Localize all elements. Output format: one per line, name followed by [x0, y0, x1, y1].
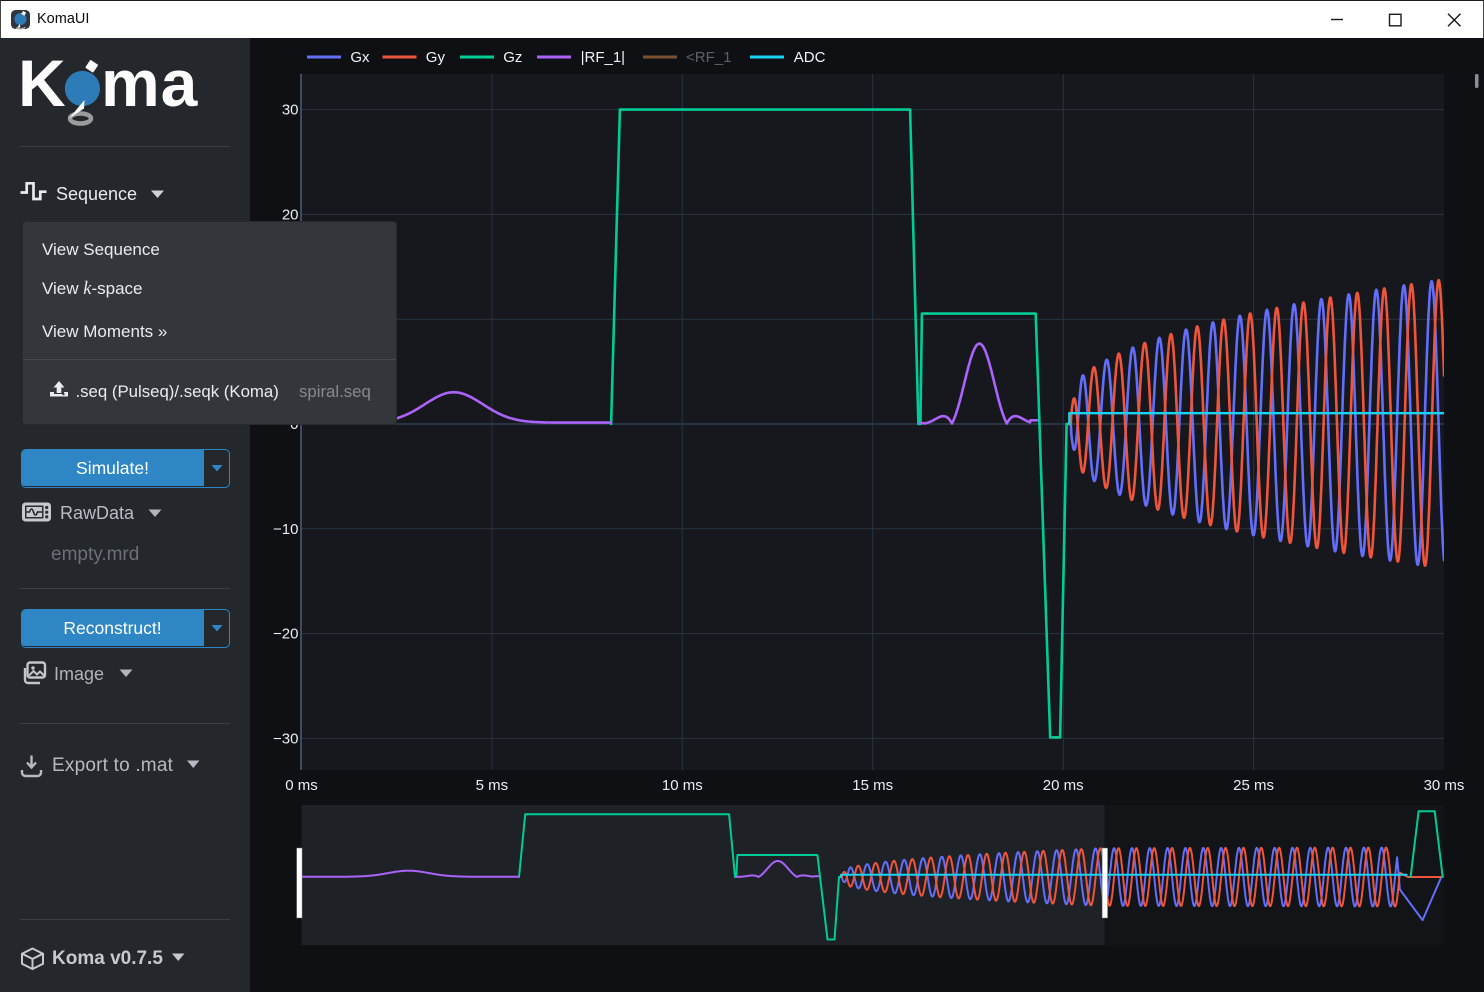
- svg-text:Gz: Gz: [503, 49, 522, 66]
- svg-text:Gy: Gy: [426, 49, 446, 66]
- svg-text:15 ms: 15 ms: [852, 777, 893, 794]
- svg-text:30 ms: 30 ms: [1424, 777, 1465, 794]
- svg-text:|RF_1|: |RF_1|: [581, 49, 625, 66]
- svg-text:20 ms: 20 ms: [1043, 777, 1084, 794]
- svg-text:20: 20: [282, 206, 299, 223]
- svg-text:10 ms: 10 ms: [662, 777, 703, 794]
- svg-text:ma: ma: [101, 46, 199, 120]
- svg-text:5 ms: 5 ms: [476, 777, 509, 794]
- svg-text:Gx: Gx: [350, 49, 370, 66]
- svg-text:25 ms: 25 ms: [1233, 777, 1274, 794]
- svg-text:0 ms: 0 ms: [285, 777, 318, 794]
- svg-text:ADC: ADC: [794, 49, 826, 66]
- svg-text:30: 30: [282, 102, 299, 119]
- svg-text:−10: −10: [273, 521, 298, 538]
- svg-text:−20: −20: [273, 626, 298, 643]
- svg-text:−30: −30: [273, 730, 298, 747]
- svg-text:K: K: [18, 46, 67, 120]
- svg-text:<RF_1: <RF_1: [686, 49, 731, 66]
